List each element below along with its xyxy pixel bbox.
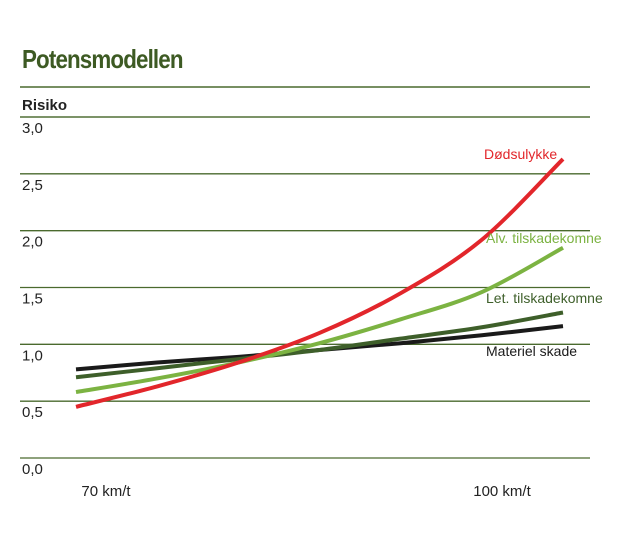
x-tick-label: 70 km/t bbox=[81, 483, 131, 500]
series-label: Dødsulykke bbox=[484, 146, 557, 162]
y-axis-label: Risiko bbox=[22, 97, 67, 114]
chart-title: Potensmodellen bbox=[22, 44, 184, 74]
grid bbox=[20, 86, 590, 459]
x-tick-labels: 70 km/t 100 km/t bbox=[81, 483, 531, 500]
x-tick-label: 100 km/t bbox=[473, 483, 531, 500]
y-tick-label: 2,0 bbox=[22, 234, 43, 251]
series-line bbox=[75, 157, 565, 409]
y-tick-label: 0,0 bbox=[22, 461, 43, 478]
y-tick-label: 1,0 bbox=[22, 347, 43, 364]
series-label: Let. tilskadekomne bbox=[486, 290, 603, 306]
y-tick-labels: 0,0 0,5 1,0 1,5 2,0 2,5 3,0 bbox=[22, 120, 43, 478]
series-line bbox=[75, 245, 564, 395]
y-tick-label: 0,5 bbox=[22, 404, 43, 421]
series-lines bbox=[75, 157, 565, 409]
series-labels: Dødsulykke Alv. tilskadekomne Let. tilskad… bbox=[484, 146, 603, 359]
y-tick-label: 2,5 bbox=[22, 177, 43, 194]
series-line bbox=[75, 310, 564, 380]
series-label: Materiel skade bbox=[486, 343, 577, 359]
y-tick-label: 1,5 bbox=[22, 291, 43, 308]
y-tick-label: 3,0 bbox=[22, 120, 43, 137]
series-label: Alv. tilskadekomne bbox=[486, 230, 602, 246]
